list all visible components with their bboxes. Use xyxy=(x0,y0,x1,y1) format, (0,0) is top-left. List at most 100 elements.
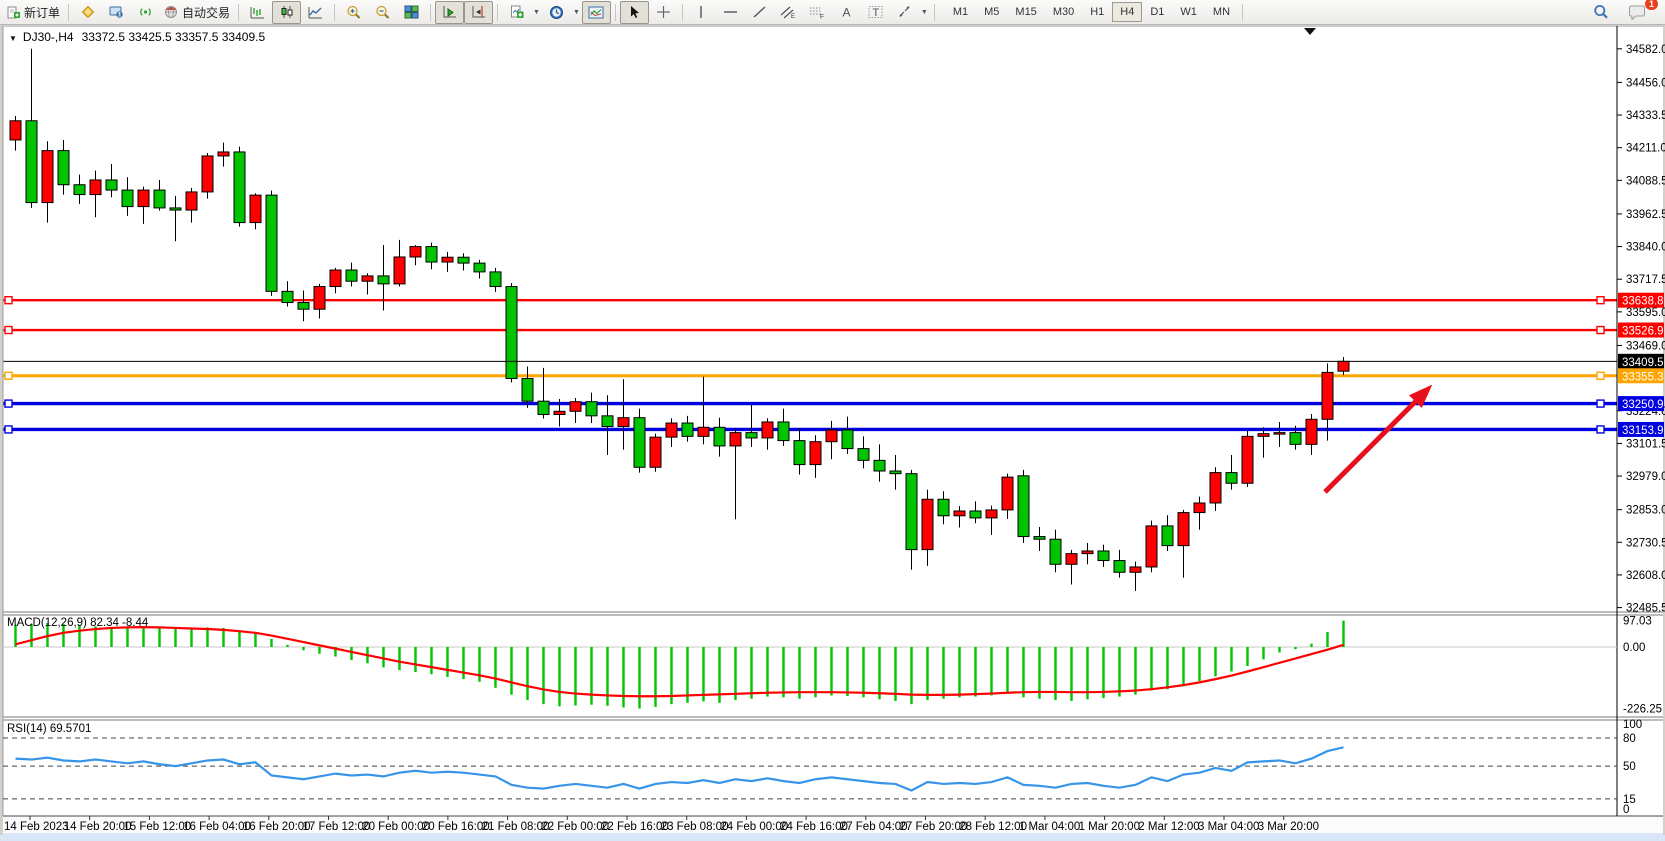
crosshair-tool-button[interactable] xyxy=(649,1,678,24)
line-handle[interactable] xyxy=(1596,371,1605,380)
arrows-tool-button[interactable] xyxy=(890,1,919,24)
timeframe-h1[interactable]: H1 xyxy=(1090,6,1105,18)
date-label: 20 Feb 16:00 xyxy=(422,821,490,833)
text-tool-button[interactable]: A xyxy=(832,1,861,24)
candles-layer xyxy=(9,48,1350,591)
toolbar-separator xyxy=(430,3,432,21)
zoom-out-button[interactable] xyxy=(368,1,397,24)
rsi-line xyxy=(15,746,1344,792)
line-handle[interactable] xyxy=(4,399,13,408)
text-label-tool-button[interactable]: T xyxy=(861,1,890,24)
line-handle[interactable] xyxy=(1596,399,1605,408)
text-label-icon: T xyxy=(868,6,883,19)
timeframe-m30[interactable]: M30 xyxy=(1052,6,1075,18)
timeframe-m1[interactable]: M1 xyxy=(952,6,969,18)
chart-shift-marker[interactable] xyxy=(1304,28,1316,35)
candle-up xyxy=(441,256,454,263)
candle-up xyxy=(1273,432,1286,435)
price-tick-label: 33962.5 xyxy=(1626,209,1665,221)
text-icon: A xyxy=(842,6,850,20)
search-button[interactable] xyxy=(1586,1,1615,24)
line-handle[interactable] xyxy=(1596,325,1605,335)
horizontal-line-tool-button[interactable] xyxy=(716,1,745,24)
candle-up xyxy=(649,436,662,468)
date-label: 1 Mar 04:00 xyxy=(1019,821,1080,833)
periods-button[interactable] xyxy=(542,1,571,24)
price-tick-label: 33840.0 xyxy=(1626,242,1665,254)
cursor-tool-button[interactable] xyxy=(619,0,649,24)
svg-text:A: A xyxy=(842,6,850,20)
periods-dropdown-caret[interactable]: ▼ xyxy=(572,8,580,16)
candle-down xyxy=(1289,432,1302,445)
template-button[interactable] xyxy=(581,0,611,24)
arrow-shaft xyxy=(1323,394,1423,494)
crosshair-icon xyxy=(656,6,670,18)
candle-down xyxy=(1097,550,1110,562)
line-chart-icon xyxy=(308,7,323,19)
trend-arrow-annotation[interactable] xyxy=(1323,384,1433,494)
price-tick-label: 34211.0 xyxy=(1626,143,1665,155)
timeframe-h4[interactable]: H4 xyxy=(1112,2,1143,22)
candle-down xyxy=(505,286,518,380)
chart-title[interactable]: ▼ DJ30-,H4 33372.5 33425.5 33357.5 33409.5 xyxy=(9,30,265,44)
price-tick-label: 34333.5 xyxy=(1626,110,1665,122)
candlestick-chart-button[interactable] xyxy=(272,0,302,24)
candle-up xyxy=(1305,418,1318,445)
auto-scroll-button[interactable] xyxy=(435,0,465,24)
price-label-text: 33638.8 xyxy=(1622,296,1664,308)
toolbar-right-group: 1 xyxy=(1586,0,1662,24)
line-handle[interactable] xyxy=(4,296,13,305)
price-tick-label: 34582.0 xyxy=(1626,44,1665,56)
new-order-icon xyxy=(7,6,20,18)
chart-expand-icon[interactable]: ▼ xyxy=(9,34,17,43)
community-button[interactable] xyxy=(102,1,131,24)
vertical-line-tool-button[interactable] xyxy=(687,1,716,24)
trendline-icon xyxy=(753,6,766,18)
arrows-dropdown-caret[interactable]: ▼ xyxy=(920,8,928,16)
candle-down xyxy=(537,400,550,415)
new-chart-icon xyxy=(510,5,524,18)
fibonacci-tool-button[interactable]: F xyxy=(803,1,832,24)
funds-button[interactable] xyxy=(73,1,102,24)
line-handle[interactable] xyxy=(4,371,13,380)
candle-up xyxy=(1177,512,1190,547)
new-chart-dropdown-caret[interactable]: ▼ xyxy=(533,8,540,16)
new-chart-button[interactable] xyxy=(502,1,531,24)
bar-chart-button[interactable] xyxy=(243,1,272,24)
candle-down xyxy=(745,432,758,439)
channel-tool-button[interactable]: E xyxy=(774,1,803,24)
line-handle[interactable] xyxy=(4,425,13,434)
zoom-in-button[interactable] xyxy=(339,1,368,24)
signals-button[interactable] xyxy=(131,1,160,24)
chat-button[interactable]: 1 xyxy=(1623,0,1658,24)
candle-up xyxy=(1241,435,1254,484)
candle-down xyxy=(601,415,614,427)
rsi-indicator-label: RSI(14) 69.5701 xyxy=(7,723,92,735)
candle-down xyxy=(857,448,870,461)
autotrading-button[interactable]: 自动交易 xyxy=(160,1,234,24)
chart-shift-icon xyxy=(472,6,486,18)
candle-up xyxy=(409,246,422,258)
trendline-tool-button[interactable] xyxy=(745,1,774,24)
candle-up xyxy=(201,155,214,193)
timeframe-m15[interactable]: M15 xyxy=(1015,6,1037,18)
new-order-button[interactable]: 新订单 xyxy=(3,1,64,24)
chart-shift-button[interactable] xyxy=(464,0,494,24)
tile-windows-button[interactable] xyxy=(397,1,426,24)
date-label: 21 Feb 08:00 xyxy=(482,821,550,833)
timeframe-d1[interactable]: D1 xyxy=(1150,6,1165,18)
line-handle[interactable] xyxy=(4,325,13,335)
price-label-text: 33409.5 xyxy=(1622,357,1664,369)
timeframe-mn[interactable]: MN xyxy=(1212,6,1231,18)
timeframe-m5[interactable]: M5 xyxy=(984,6,1000,18)
line-handle[interactable] xyxy=(1596,425,1605,434)
timeframe-w1[interactable]: W1 xyxy=(1180,6,1197,18)
line-handle[interactable] xyxy=(1596,296,1605,305)
candle-down xyxy=(489,271,502,288)
line-chart-button[interactable] xyxy=(301,1,330,24)
signals-icon xyxy=(140,8,151,16)
price-label-text: 33526.9 xyxy=(1622,326,1664,338)
channel-icon: E xyxy=(781,6,795,19)
